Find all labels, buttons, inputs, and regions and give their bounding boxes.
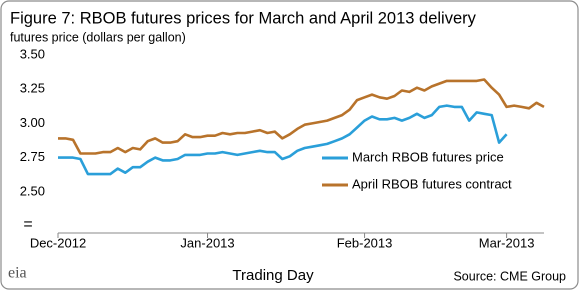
axis-break: = <box>23 216 32 233</box>
y-tick-label: 2.50 <box>20 183 45 198</box>
series-line <box>58 104 508 176</box>
x-tick-label: Dec-2012 <box>30 235 86 250</box>
y-tick-label: 3.50 <box>20 46 45 61</box>
x-tick-label: Jan-2013 <box>180 235 234 250</box>
logo: eia <box>8 265 27 282</box>
x-tick-label: Feb-2013 <box>337 235 393 250</box>
series-line <box>58 78 545 155</box>
y-tick-label: 2.75 <box>20 149 45 164</box>
legend-label: April RBOB futures contract <box>352 176 512 191</box>
y-tick-label: 3.25 <box>20 81 45 96</box>
chart-title: Figure 7: RBOB futures prices for March … <box>10 9 477 27</box>
x-tick-label: Mar-2013 <box>479 235 535 250</box>
y-tick-label: 3.00 <box>20 115 45 130</box>
x-axis-label: Trading Day <box>232 267 314 284</box>
source: Source: CME Group <box>453 269 566 283</box>
chart-subtitle: futures price (dollars per gallon) <box>10 30 186 44</box>
legend-label: March RBOB futures price <box>352 149 504 164</box>
